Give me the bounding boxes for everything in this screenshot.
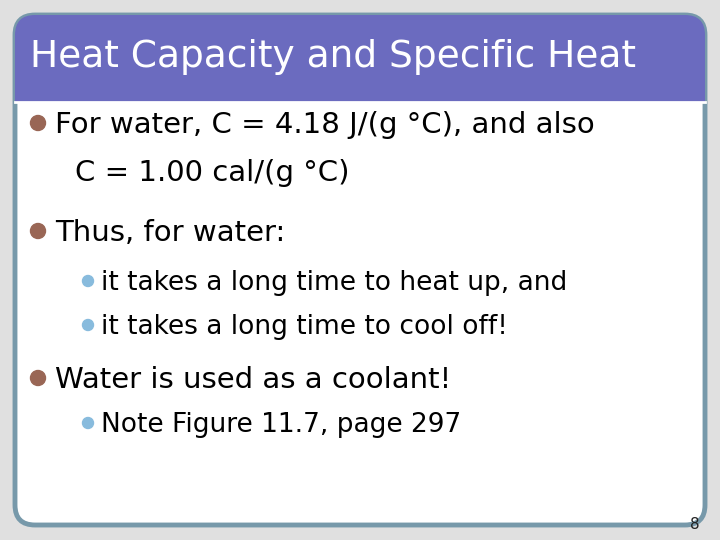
FancyBboxPatch shape xyxy=(15,15,705,103)
Text: it takes a long time to heat up, and: it takes a long time to heat up, and xyxy=(101,270,567,296)
Circle shape xyxy=(83,320,94,330)
Circle shape xyxy=(83,417,94,429)
Text: Note Figure 11.7, page 297: Note Figure 11.7, page 297 xyxy=(101,412,462,438)
FancyBboxPatch shape xyxy=(15,15,705,525)
Circle shape xyxy=(30,116,45,131)
Text: 8: 8 xyxy=(690,517,700,532)
Text: Heat Capacity and Specific Heat: Heat Capacity and Specific Heat xyxy=(30,39,636,75)
Circle shape xyxy=(83,275,94,287)
Text: it takes a long time to cool off!: it takes a long time to cool off! xyxy=(101,314,508,340)
Text: Water is used as a coolant!: Water is used as a coolant! xyxy=(55,366,451,394)
Circle shape xyxy=(30,370,45,386)
Text: C = 1.00 cal/(g °C): C = 1.00 cal/(g °C) xyxy=(75,159,349,187)
Bar xyxy=(15,81,705,103)
Text: For water, C = 4.18 J/(g °C), and also: For water, C = 4.18 J/(g °C), and also xyxy=(55,111,595,139)
Text: Thus, for water:: Thus, for water: xyxy=(55,219,285,247)
Circle shape xyxy=(30,224,45,239)
